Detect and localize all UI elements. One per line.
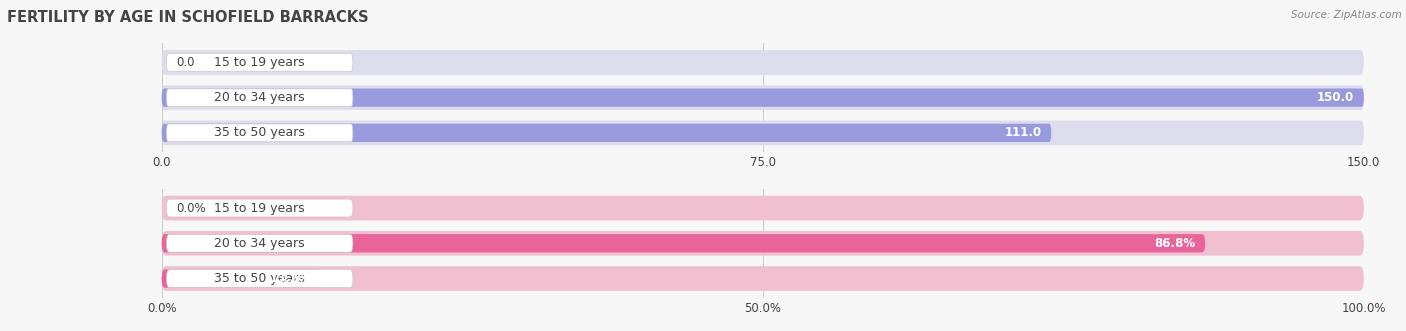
- FancyBboxPatch shape: [166, 234, 353, 252]
- FancyBboxPatch shape: [162, 269, 321, 288]
- Text: 35 to 50 years: 35 to 50 years: [214, 272, 305, 285]
- FancyBboxPatch shape: [162, 196, 1364, 220]
- Text: 0.0: 0.0: [176, 56, 194, 69]
- FancyBboxPatch shape: [162, 88, 1364, 107]
- Text: 13.2%: 13.2%: [270, 272, 311, 285]
- Text: 20 to 34 years: 20 to 34 years: [214, 237, 305, 250]
- FancyBboxPatch shape: [166, 270, 353, 287]
- FancyBboxPatch shape: [162, 120, 1364, 145]
- Text: 86.8%: 86.8%: [1154, 237, 1195, 250]
- FancyBboxPatch shape: [162, 231, 1364, 256]
- Text: 150.0: 150.0: [1317, 91, 1354, 104]
- Text: 35 to 50 years: 35 to 50 years: [214, 126, 305, 139]
- FancyBboxPatch shape: [162, 85, 1364, 110]
- Text: 20 to 34 years: 20 to 34 years: [214, 91, 305, 104]
- Text: FERTILITY BY AGE IN SCHOFIELD BARRACKS: FERTILITY BY AGE IN SCHOFIELD BARRACKS: [7, 10, 368, 25]
- FancyBboxPatch shape: [166, 199, 353, 217]
- Text: Source: ZipAtlas.com: Source: ZipAtlas.com: [1291, 10, 1402, 20]
- Text: 15 to 19 years: 15 to 19 years: [214, 202, 305, 214]
- FancyBboxPatch shape: [162, 124, 1052, 142]
- FancyBboxPatch shape: [162, 266, 1364, 291]
- Text: 0.0%: 0.0%: [176, 202, 205, 214]
- FancyBboxPatch shape: [166, 54, 353, 71]
- Text: 111.0: 111.0: [1004, 126, 1042, 139]
- FancyBboxPatch shape: [166, 124, 353, 142]
- FancyBboxPatch shape: [162, 234, 1205, 253]
- Text: 15 to 19 years: 15 to 19 years: [214, 56, 305, 69]
- FancyBboxPatch shape: [166, 89, 353, 107]
- FancyBboxPatch shape: [162, 50, 1364, 75]
